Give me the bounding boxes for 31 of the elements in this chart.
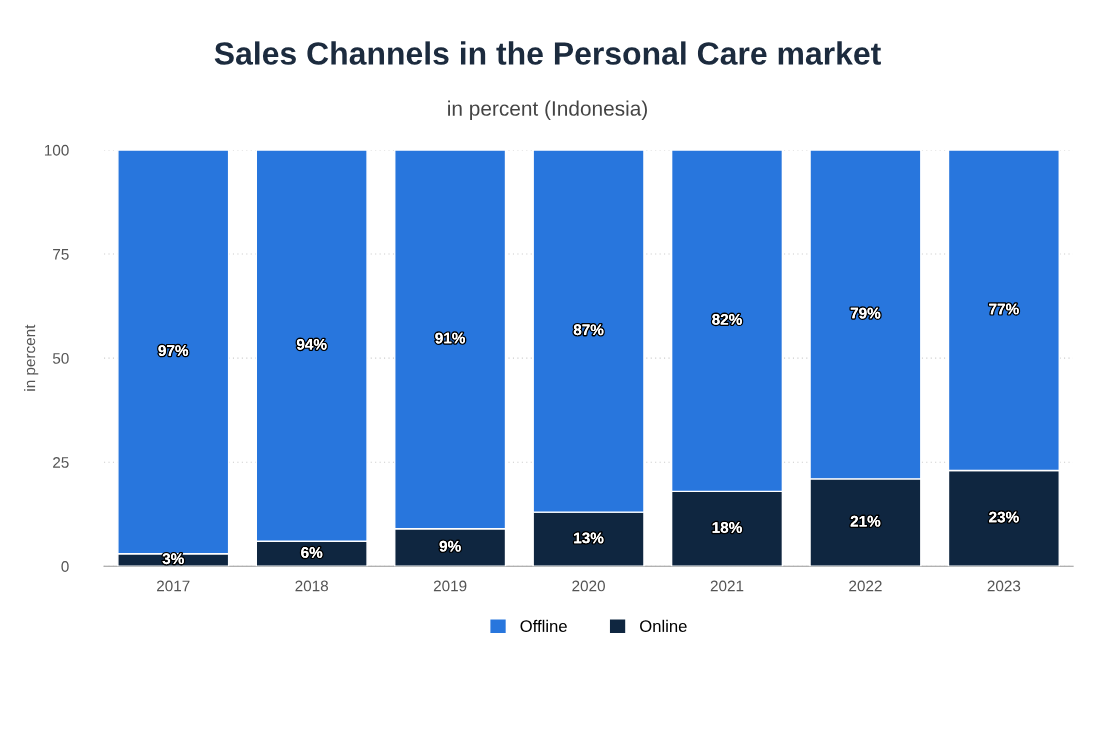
data-label: 18% — [712, 522, 742, 533]
legend-label: Offline — [520, 619, 567, 633]
x-tick-label: 2023 — [987, 580, 1021, 592]
data-label: 79% — [850, 307, 881, 319]
x-tick-label: 2018 — [295, 580, 329, 592]
data-label: 9% — [439, 540, 461, 552]
data-label: 6% — [301, 547, 323, 558]
data-label: 77% — [989, 303, 1019, 315]
x-tick-label: 2017 — [157, 580, 190, 592]
y-tick-label: 25 — [53, 457, 69, 468]
x-tick-label: 2019 — [433, 580, 467, 592]
data-label: 21% — [850, 515, 881, 527]
y-tick-label: 100 — [44, 144, 69, 156]
y-axis-title: in percent — [24, 324, 39, 391]
data-label: 3% — [162, 553, 184, 565]
data-label: 91% — [435, 332, 466, 344]
chart-title: Sales Channels in the Personal Care market — [214, 41, 881, 65]
y-tick-label: 75 — [53, 249, 69, 260]
y-tick-label: 50 — [52, 352, 69, 364]
x-tick-label: 2022 — [849, 580, 882, 592]
chart-subtitle: in percent (Indonesia) — [448, 100, 647, 120]
x-tick-label: 2021 — [710, 580, 744, 592]
data-label: 82% — [712, 313, 742, 325]
legend-label: Online — [640, 619, 687, 633]
data-label: 94% — [296, 338, 327, 350]
data-label: 87% — [573, 324, 604, 336]
y-tick-label: 0 — [61, 561, 69, 572]
x-tick-label: 2020 — [572, 580, 605, 592]
data-label: 23% — [989, 511, 1019, 523]
data-label: 97% — [158, 345, 189, 356]
data-label: 13% — [574, 532, 604, 544]
